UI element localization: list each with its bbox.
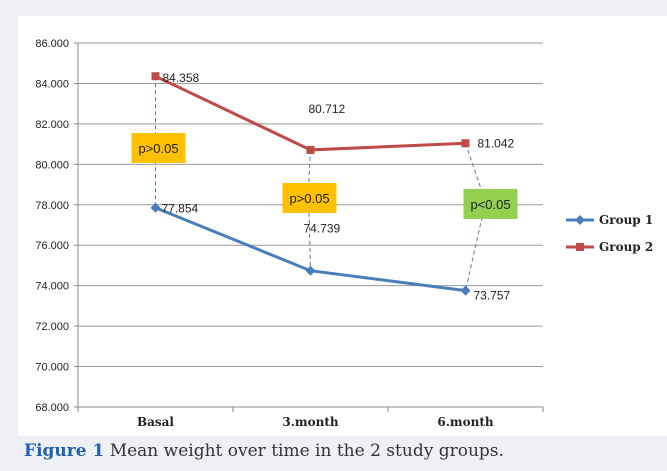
figure-caption: Figure 1 Mean weight over time in the 2 … — [24, 441, 504, 461]
connector-dashed-line — [465, 143, 487, 291]
data-label-group-2: 80.712 — [309, 102, 346, 116]
data-label-group-2: 84.358 — [163, 71, 200, 85]
legend-marker-group-1 — [575, 215, 585, 225]
line-chart: 68.000 70.000 72.000 74.000 76.000 78.000 80.0… — [35, 38, 653, 429]
data-point-group-1 — [305, 265, 316, 276]
y-tick-label: 70.000 — [35, 362, 69, 374]
y-tick-label: 76.000 — [35, 240, 69, 252]
figure-caption-label: Figure 1 — [24, 441, 105, 461]
series-line-1 — [154, 206, 466, 293]
x-tick-label: 3.month — [282, 415, 338, 429]
legend-marker-group-2 — [576, 243, 584, 251]
significance-box — [131, 132, 186, 163]
y-tick-label: 74.000 — [35, 281, 69, 293]
y-tick-label: 68.000 — [35, 402, 69, 414]
significance-label: p>0.05 — [138, 141, 178, 156]
significance-label: p>0.05 — [289, 191, 329, 206]
data-point-group-2 — [461, 139, 470, 148]
legend-label-group-1: Group 1 — [599, 213, 653, 227]
y-tick-label: 86.000 — [35, 38, 69, 50]
data-point-group-1 — [460, 285, 471, 296]
x-tick-label: Basal — [137, 415, 174, 429]
figure-caption-text: Mean weight over time in the 2 study gro… — [109, 441, 504, 461]
chart-panel: 68.000 70.000 72.000 74.000 76.000 78.000 80.0… — [18, 16, 667, 436]
y-tick-label: 72.000 — [35, 321, 69, 333]
data-label-group-2: 81.042 — [478, 136, 515, 150]
y-tick-label: 82.000 — [35, 119, 69, 131]
significance-label: p<0.05 — [470, 197, 510, 212]
significance-box — [463, 188, 518, 219]
y-tick-label: 80.000 — [35, 159, 69, 171]
data-point-group-2 — [151, 72, 160, 81]
data-label-group-1: 77.854 — [162, 202, 199, 216]
data-point-group-2 — [306, 145, 315, 154]
x-tick-label: 6.month — [437, 415, 493, 429]
y-tick-label: 78.000 — [35, 200, 69, 212]
data-label-group-1: 74.739 — [304, 222, 341, 236]
data-label-group-1: 73.757 — [474, 289, 511, 303]
data-point-group-1 — [150, 202, 161, 213]
y-tick-label: 84.000 — [35, 78, 69, 90]
legend-label-group-2: Group 2 — [599, 240, 653, 254]
significance-box — [282, 182, 337, 213]
